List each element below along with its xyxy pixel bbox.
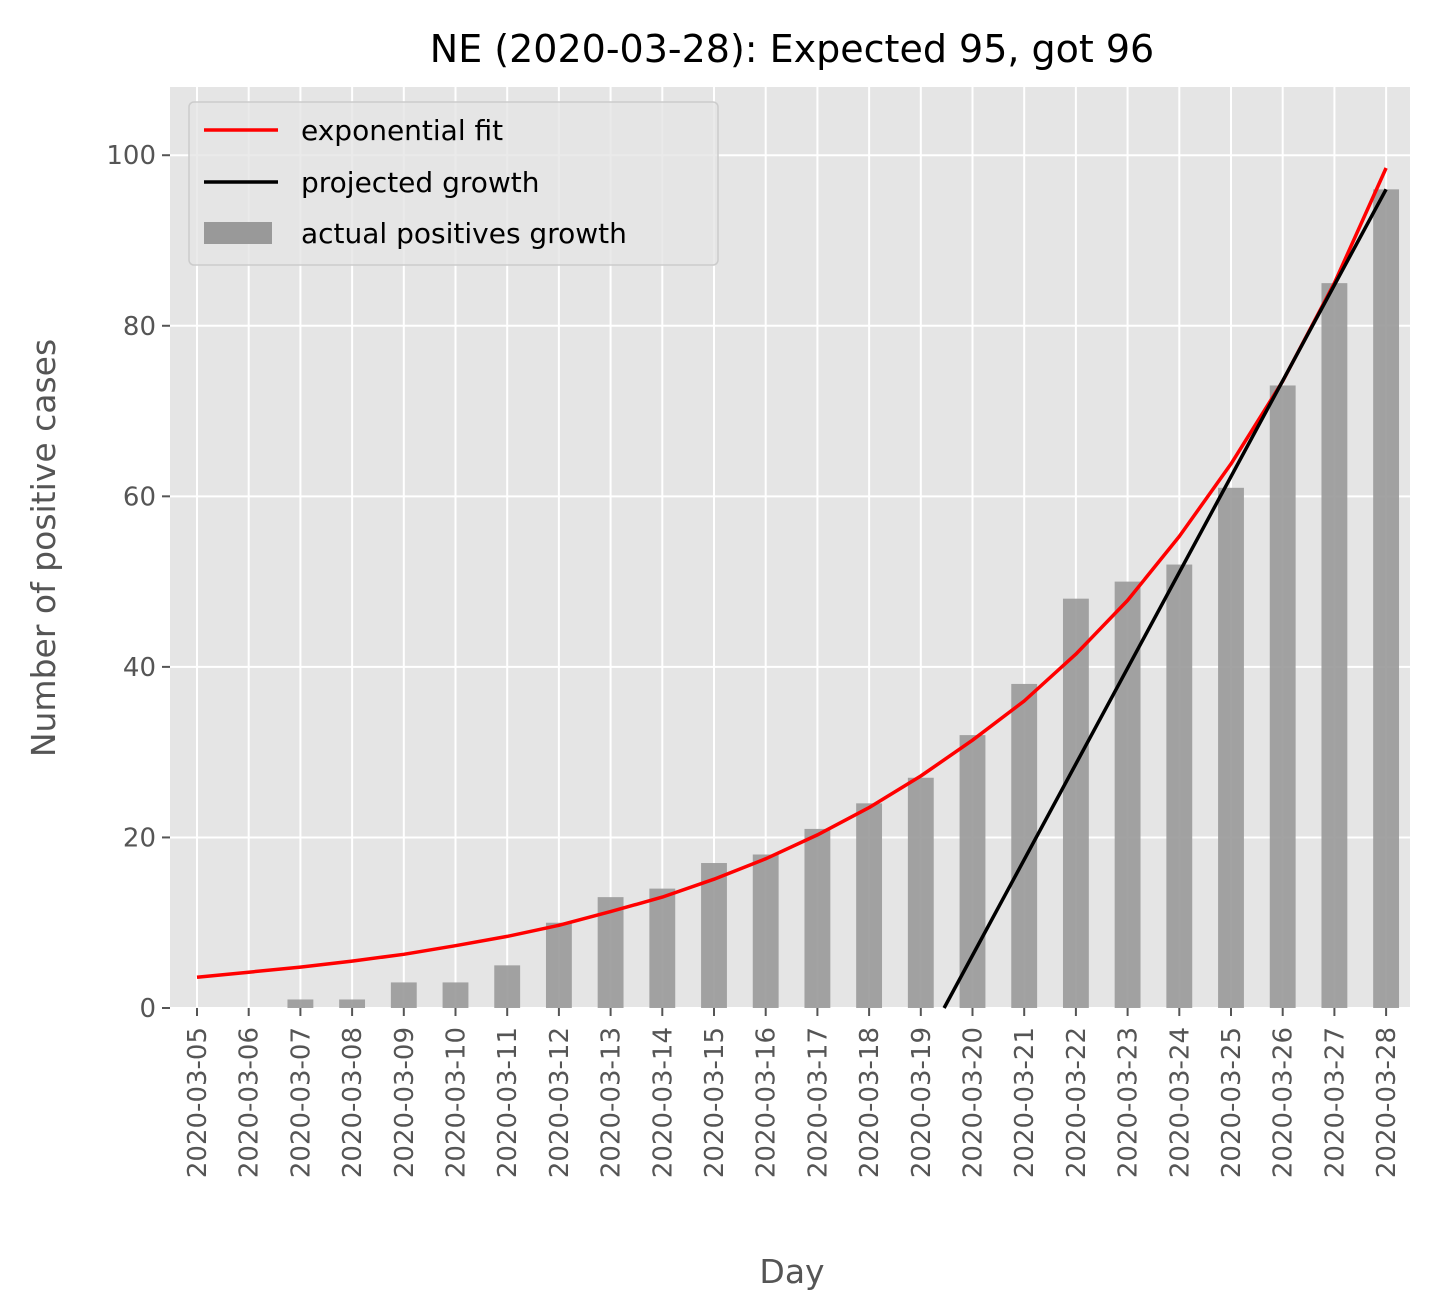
x-tick-label: 2020-03-08: [338, 1027, 368, 1178]
bar-actual-positives-growth: [287, 999, 314, 1008]
chart-title: NE (2020-03-28): Expected 95, got 96: [430, 27, 1154, 71]
y-tick-label: 60: [123, 482, 156, 512]
x-tick-label: 2020-03-20: [959, 1027, 989, 1178]
bar-actual-positives-growth: [1321, 283, 1348, 1008]
bar-actual-positives-growth: [1269, 385, 1296, 1008]
x-tick-label: 2020-03-12: [545, 1027, 575, 1178]
bar-actual-positives-growth: [494, 965, 521, 1008]
x-tick-label: 2020-03-13: [597, 1027, 627, 1178]
bar-actual-positives-growth: [907, 777, 934, 1008]
x-axis-label: Day: [759, 1252, 824, 1291]
x-tick-label: 2020-03-28: [1372, 1027, 1402, 1178]
ticks: 0 20 40 60 80 100 2020-03-05 2020-03-06 2020-03-…: [106, 141, 1402, 1178]
bar-actual-positives-growth: [1166, 564, 1193, 1008]
x-tick-label: 2020-03-14: [648, 1027, 678, 1178]
x-tick-label: 2020-03-24: [1165, 1027, 1195, 1178]
bar-actual-positives-growth: [1062, 598, 1089, 1008]
x-tick-label: 2020-03-23: [1114, 1027, 1144, 1178]
y-tick-label: 0: [139, 994, 156, 1024]
bar-actual-positives-growth: [339, 999, 366, 1008]
x-tick-label: 2020-03-05: [183, 1027, 213, 1178]
x-tick-label: 2020-03-22: [1062, 1027, 1092, 1178]
bar-actual-positives-growth: [1114, 581, 1141, 1008]
bar-actual-positives-growth: [1373, 189, 1400, 1009]
x-tick-label: 2020-03-27: [1320, 1027, 1350, 1178]
legend-label-actual-positives-growth: actual positives growth: [301, 217, 627, 250]
bar-actual-positives-growth: [752, 854, 779, 1008]
bar-actual-positives-growth: [804, 828, 831, 1008]
x-tick-label: 2020-03-25: [1217, 1027, 1247, 1178]
y-axis-label: Number of positive cases: [24, 339, 63, 757]
y-tick-label: 100: [106, 141, 156, 171]
y-tick-label: 80: [123, 312, 156, 342]
x-tick-label: 2020-03-26: [1269, 1027, 1299, 1178]
legend-label-exponential-fit: exponential fit: [301, 114, 503, 147]
x-tick-label: 2020-03-09: [390, 1027, 420, 1178]
legend: exponential fit projected growth actual …: [188, 101, 719, 266]
y-tick-label: 40: [123, 653, 156, 683]
x-tick-label: 2020-03-16: [752, 1027, 782, 1178]
x-tick-label: 2020-03-10: [442, 1027, 472, 1178]
legend-swatch-actual-positives-growth: [204, 222, 272, 244]
x-tick-label: 2020-03-11: [493, 1027, 523, 1178]
bars: [287, 189, 1400, 1009]
bar-actual-positives-growth: [959, 735, 986, 1008]
bar-actual-positives-growth: [856, 803, 883, 1008]
line-exponential-fit: [196, 167, 1388, 980]
bar-actual-positives-growth: [1218, 487, 1244, 1008]
legend-box: [188, 101, 719, 266]
line-projected-growth: [942, 188, 1388, 1009]
x-tick-label: 2020-03-21: [1010, 1027, 1040, 1178]
x-tick-label: 2020-03-15: [700, 1027, 730, 1178]
y-tick-label: 20: [123, 823, 156, 853]
x-tick-label: 2020-03-17: [803, 1027, 833, 1178]
x-tick-label: 2020-03-07: [286, 1027, 316, 1178]
bar-actual-positives-growth: [390, 982, 417, 1008]
bar-actual-positives-growth: [545, 922, 572, 1008]
x-tick-label: 2020-03-19: [907, 1027, 937, 1178]
bar-actual-positives-growth: [701, 863, 727, 1008]
x-tick-label: 2020-03-06: [235, 1027, 265, 1178]
bar-actual-positives-growth: [649, 888, 676, 1008]
x-tick-label: 2020-03-18: [855, 1027, 885, 1178]
bar-actual-positives-growth: [442, 982, 469, 1008]
lines: [196, 167, 1388, 1009]
legend-label-projected-growth: projected growth: [301, 166, 540, 199]
